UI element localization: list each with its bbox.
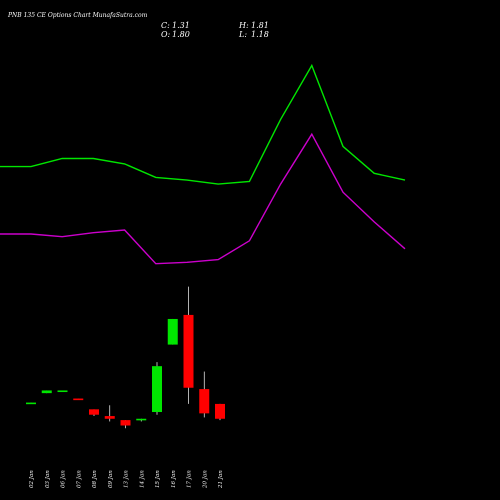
candle-body <box>26 402 36 405</box>
candle-body <box>89 409 99 415</box>
low-value: 1.18 <box>251 30 269 39</box>
x-tick-label: 02 Jan <box>29 470 35 488</box>
x-tick-label: 07 Jan <box>76 470 82 488</box>
candles <box>26 286 225 429</box>
candle <box>89 409 99 417</box>
open-label: O: <box>161 30 171 39</box>
candle <box>57 390 68 393</box>
candle <box>136 418 147 422</box>
x-tick-label: 21 Jan <box>218 470 224 489</box>
candle <box>183 286 194 404</box>
candle-body <box>167 318 178 345</box>
indicator-line-1 <box>0 63 406 185</box>
x-tick-label: 08 Jan <box>92 470 98 488</box>
candle-body <box>183 314 194 388</box>
candle-body <box>199 389 210 414</box>
x-tick-label: 15 Jan <box>155 470 161 488</box>
x-tick-label: 14 Jan <box>139 470 145 488</box>
chart-title: PNB 135 CE Options Chart MunafaSutra.com <box>7 12 148 19</box>
indicator-lines <box>0 63 406 265</box>
candle-body <box>73 398 84 401</box>
close-value: 1.31 <box>172 21 190 30</box>
x-tick-label: 16 Jan <box>171 470 177 488</box>
candle <box>73 398 84 401</box>
x-tick-label: 06 Jan <box>61 470 67 488</box>
high-label: H: <box>238 21 249 30</box>
x-tick-label: 17 Jan <box>187 470 193 488</box>
candle <box>41 390 52 394</box>
x-tick-label: 20 Jan <box>202 470 208 489</box>
x-tick-label: 03 Jan <box>45 470 51 488</box>
candle <box>104 405 115 422</box>
candle <box>199 371 210 418</box>
candle <box>167 318 178 345</box>
candle <box>215 403 225 421</box>
close-label: C: <box>161 21 170 30</box>
candle-body <box>104 416 115 419</box>
candle-body <box>120 420 131 426</box>
candle-body <box>215 403 225 419</box>
high-value: 1.81 <box>251 21 269 30</box>
candle <box>120 420 131 429</box>
candle <box>152 362 162 415</box>
low-label: L: <box>238 30 247 39</box>
candle-body <box>136 418 147 421</box>
candle-body <box>57 390 68 393</box>
indicator-line-2 <box>0 132 406 265</box>
candle <box>26 402 36 405</box>
x-tick-label: 13 Jan <box>124 470 130 488</box>
open-value: 1.80 <box>172 30 190 39</box>
x-axis-ticks: 02 Jan 03 Jan 06 Jan 07 Jan 08 Jan 09 Jan 13 J… <box>29 470 224 489</box>
candle-body <box>152 366 162 413</box>
x-tick-label: 09 Jan <box>108 470 114 488</box>
candle-body <box>41 390 52 394</box>
